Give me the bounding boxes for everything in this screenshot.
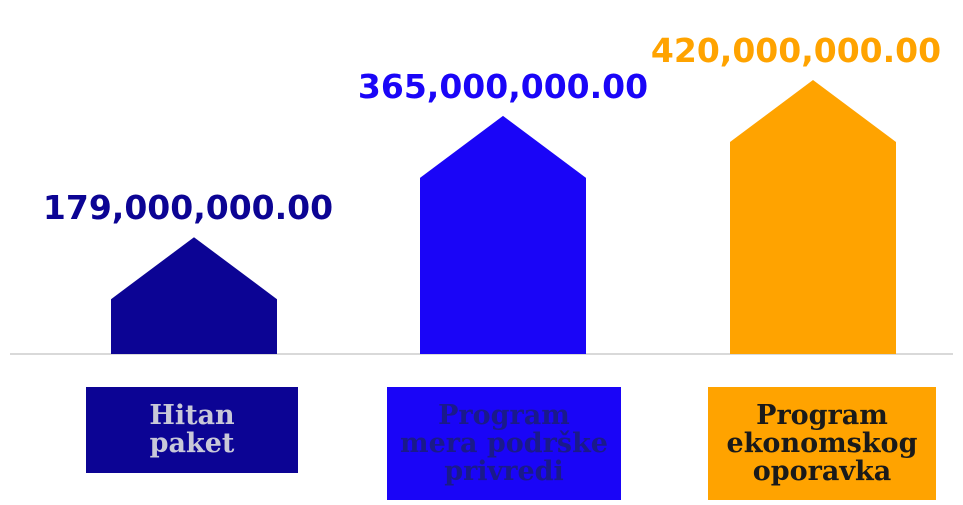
category-label-line: privredi (444, 455, 564, 487)
category-label-hitan-paket: Hitan paket (86, 387, 298, 473)
bar-3 (730, 80, 896, 354)
category-label-line: Program (438, 399, 570, 431)
category-label-line: mera podrške (400, 427, 608, 459)
category-label-line: Hitan (149, 400, 235, 431)
value-label-1: 179,000,000.00 (43, 188, 333, 227)
category-label-program-mera-podrske: Program mera podrške privredi (387, 387, 621, 500)
value-label-3: 420,000,000.00 (651, 31, 941, 70)
category-label-line: oporavka (752, 455, 892, 487)
bar-2 (420, 115, 586, 354)
bar-1 (111, 237, 277, 354)
category-label-line: Program (756, 399, 888, 431)
category-label-line: ekonomskog (726, 427, 918, 459)
category-label-line: paket (149, 428, 235, 459)
value-label-2: 365,000,000.00 (358, 67, 648, 106)
category-label-program-ekonomskog-oporavka: Program ekonomskog oporavka (708, 387, 936, 500)
